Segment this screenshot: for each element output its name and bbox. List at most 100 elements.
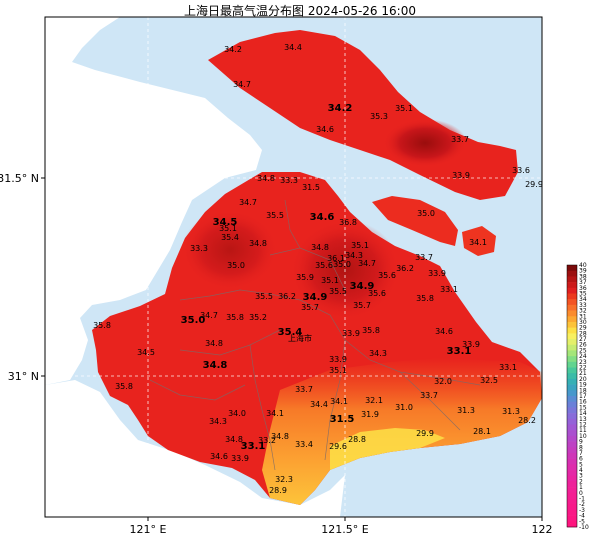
station-value: 34.8 bbox=[271, 432, 289, 441]
station-value: 35.1 bbox=[219, 224, 237, 233]
station-value: 34.3 bbox=[345, 251, 363, 260]
colorbar-swatch bbox=[567, 470, 577, 477]
station-value: 34.2 bbox=[328, 103, 353, 114]
station-value: 31.9 bbox=[361, 410, 379, 419]
station-value: 35.8 bbox=[226, 313, 244, 322]
station-value: 34.4 bbox=[310, 400, 328, 409]
colorbar-label: -5 bbox=[579, 518, 585, 525]
colorbar-swatch bbox=[567, 498, 577, 505]
colorbar-label: 21 bbox=[579, 370, 587, 377]
colorbar-swatch bbox=[567, 373, 577, 380]
station-labels: 34.2 34.4 34.7 34.2 35.1 35.3 34.6 33.7 33.6 29.9… bbox=[93, 43, 543, 495]
station-value: 34.5 bbox=[137, 348, 155, 357]
colorbar-label: 26 bbox=[579, 342, 587, 349]
colorbar-label: 2 bbox=[579, 478, 583, 485]
colorbar-label: 4 bbox=[579, 467, 583, 474]
station-value: 33.3 bbox=[190, 244, 208, 253]
station-value: 34.3 bbox=[369, 349, 387, 358]
station-value: 36.8 bbox=[339, 218, 357, 227]
station-value: 28.8 bbox=[348, 435, 366, 444]
station-value: 35.6 bbox=[378, 271, 396, 280]
station-value: 34.5 bbox=[213, 217, 238, 228]
colorbar-label: 36 bbox=[579, 285, 587, 292]
station-value: 35.1 bbox=[351, 241, 369, 250]
station-value: 34.4 bbox=[284, 43, 302, 52]
colorbar-label: 32 bbox=[579, 308, 587, 315]
colorbar-label: 0 bbox=[579, 490, 583, 497]
station-value: 33.9 bbox=[329, 355, 347, 364]
station-value: 33.7 bbox=[295, 385, 313, 394]
station-value: 36.2 bbox=[396, 264, 414, 273]
station-value: 34.6 bbox=[310, 212, 335, 223]
station-value: 35.5 bbox=[329, 287, 347, 296]
station-value: 34.8 bbox=[225, 435, 243, 444]
colorbar-label: 6 bbox=[579, 456, 583, 463]
colorbar-label: -1 bbox=[579, 496, 585, 503]
colorbar-label: 24 bbox=[579, 353, 587, 360]
station-value: 33.1 bbox=[499, 363, 517, 372]
station-value: 34.1 bbox=[330, 397, 348, 406]
station-value: 28.9 bbox=[269, 486, 287, 495]
station-value: 34.6 bbox=[210, 452, 228, 461]
colorbar-swatch bbox=[567, 413, 577, 420]
hengsha-island bbox=[462, 226, 496, 256]
station-value: 35.0 bbox=[181, 315, 206, 326]
colorbar-swatch bbox=[567, 464, 577, 471]
colorbar-swatch bbox=[567, 316, 577, 323]
colorbar-swatch bbox=[567, 367, 577, 374]
colorbar-swatch bbox=[567, 492, 577, 499]
colorbar-label: 16 bbox=[579, 399, 587, 406]
station-value: 35.8 bbox=[362, 326, 380, 335]
colorbar-swatch bbox=[567, 321, 577, 328]
station-value: 31.0 bbox=[395, 403, 413, 412]
colorbar-label: 9 bbox=[579, 439, 583, 446]
colorbar-swatch bbox=[567, 333, 577, 340]
colorbar-swatch bbox=[567, 265, 577, 271]
station-value: 34.9 bbox=[303, 292, 328, 303]
colorbar-swatch bbox=[567, 504, 577, 511]
station-value: 34.8 bbox=[257, 174, 275, 183]
station-value: 33.6 bbox=[512, 166, 530, 175]
station-value: 32.0 bbox=[434, 377, 452, 386]
colorbar-swatch bbox=[567, 344, 577, 351]
colorbar-label: 35 bbox=[579, 290, 587, 297]
station-value: 35.9 bbox=[296, 273, 314, 282]
colorbar-swatch bbox=[567, 310, 577, 317]
station-value: 35.6 bbox=[368, 289, 386, 298]
station-value: 32.5 bbox=[480, 376, 498, 385]
colorbar-swatch bbox=[567, 509, 577, 516]
colorbar-label: 31 bbox=[579, 313, 587, 320]
lon-label-121: 121° E bbox=[130, 523, 167, 536]
colorbar-label: 13 bbox=[579, 416, 587, 423]
station-value: 34.6 bbox=[435, 327, 453, 336]
colorbar-swatch bbox=[567, 339, 577, 346]
station-value: 28.2 bbox=[518, 416, 536, 425]
colorbar-label: -4 bbox=[579, 513, 585, 520]
station-value: 33.3 bbox=[280, 176, 298, 185]
station-value: 35.2 bbox=[249, 313, 267, 322]
station-value: 34.8 bbox=[311, 243, 329, 252]
station-value: 34.3 bbox=[209, 417, 227, 426]
station-value: 35.8 bbox=[416, 294, 434, 303]
station-value: 35.4 bbox=[221, 233, 239, 242]
colorbar-label: 20 bbox=[579, 376, 587, 383]
station-value: 33.4 bbox=[295, 440, 313, 449]
colorbar-label: 19 bbox=[579, 382, 587, 389]
colorbar-swatch bbox=[567, 401, 577, 408]
station-value: 35.1 bbox=[329, 366, 347, 375]
station-value: 34.0 bbox=[228, 409, 246, 418]
station-value: 33.2 bbox=[258, 436, 276, 445]
station-value: 35.7 bbox=[353, 301, 371, 310]
district-boundaries bbox=[149, 199, 481, 471]
station-value: 35.4 bbox=[278, 327, 303, 338]
station-value: 33.1 bbox=[440, 285, 458, 294]
colorbar-swatch bbox=[567, 282, 577, 289]
temperature-colorbar: 4039383736353433323130292827262524232221… bbox=[566, 262, 589, 531]
station-value: 35.0 bbox=[417, 209, 435, 218]
colorbar-swatch bbox=[567, 293, 577, 300]
colorbar-swatch bbox=[567, 407, 577, 414]
station-value: 35.8 bbox=[115, 382, 133, 391]
station-value: 35.1 bbox=[321, 276, 339, 285]
land-zhejiang bbox=[45, 380, 345, 517]
station-value: 34.7 bbox=[239, 198, 257, 207]
